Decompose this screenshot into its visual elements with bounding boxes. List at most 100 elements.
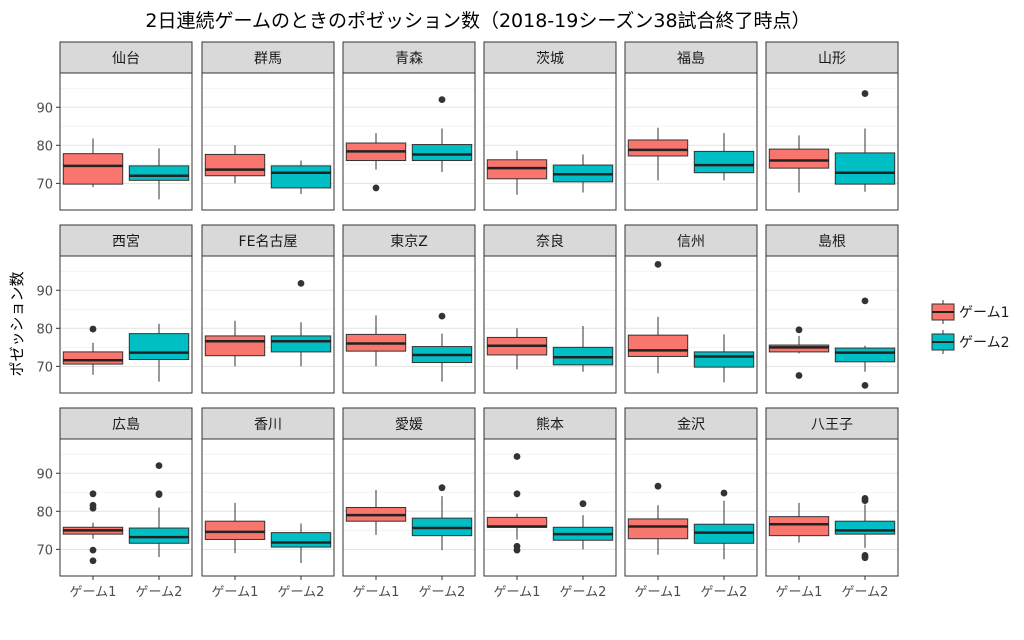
box-2 — [552, 154, 614, 193]
chart-title: 2日連続ゲームのときのポゼッション数（2018-19シーズン38試合終了時点） — [145, 10, 810, 32]
outlier-point — [861, 381, 869, 389]
x-tick-label: ゲーム1 — [635, 585, 682, 600]
y-tick-label: 80 — [36, 139, 53, 154]
facet-panel: 茨城 — [483, 41, 617, 211]
box-iqr — [270, 335, 332, 353]
panel-border — [765, 72, 899, 211]
facet-panel: 群馬 — [201, 41, 335, 211]
box-2 — [693, 334, 755, 383]
panel-border — [59, 255, 193, 394]
facet-label: 信州 — [677, 234, 705, 250]
facet-strip — [342, 224, 476, 257]
facet-label: 愛媛 — [395, 417, 423, 433]
panel-border — [59, 438, 193, 577]
x-tick-label: ゲーム2 — [419, 585, 466, 600]
box-iqr — [411, 144, 473, 162]
x-tick-label: ゲーム2 — [278, 585, 325, 600]
outlier-point — [795, 372, 803, 379]
facet-label: 八王子 — [811, 417, 853, 433]
facet-strip — [201, 407, 335, 440]
box-1 — [204, 502, 266, 554]
box-1 — [627, 260, 689, 374]
legend-label: ゲーム1 — [959, 305, 1010, 321]
box-1 — [486, 150, 548, 195]
facet-strip — [624, 407, 758, 440]
facet-strip — [342, 407, 476, 440]
facet-label: 福島 — [677, 51, 705, 67]
outlier-point — [89, 546, 97, 554]
outlier-point — [89, 504, 97, 512]
facet-strip — [201, 224, 335, 257]
x-tick-label: ゲーム1 — [494, 585, 541, 600]
legend: ゲーム1 ゲーム2 — [931, 300, 1010, 354]
facet-panel: FE名古屋 — [201, 224, 335, 394]
facet-strip — [201, 41, 335, 74]
facet-strip — [765, 224, 899, 257]
box-2 — [270, 523, 332, 564]
y-tick-label: 80 — [36, 505, 53, 520]
y-tick-label: 90 — [36, 101, 53, 116]
box-iqr — [270, 532, 332, 548]
box-iqr — [768, 516, 830, 537]
y-axis-label: ポゼッション数 — [8, 271, 26, 376]
outlier-point — [513, 490, 521, 498]
facet-panel: 仙台 70 80 90 — [36, 41, 193, 211]
box-2 — [693, 133, 755, 181]
box-1 — [486, 328, 548, 370]
box-iqr — [627, 518, 689, 540]
panel-border — [342, 438, 476, 577]
facet-label: 西宮 — [112, 234, 140, 250]
panel-border — [483, 255, 617, 394]
box-2 — [552, 326, 614, 372]
box-iqr — [270, 165, 332, 189]
facet-strip — [483, 224, 617, 257]
y-tick-label: 70 — [36, 177, 53, 192]
facet-panel: 青森 — [342, 41, 476, 211]
box-1 — [768, 502, 830, 543]
x-tick-label: ゲーム2 — [701, 585, 748, 600]
y-tick-label: 80 — [36, 322, 53, 337]
facet-strip — [59, 224, 193, 257]
outlier-point — [438, 312, 446, 320]
x-tick-label: ゲーム2 — [842, 585, 889, 600]
y-tick-label: 70 — [36, 360, 53, 375]
facet-panel: 山形 — [765, 41, 899, 211]
box-iqr — [627, 139, 689, 157]
facet-panel: 奈良 — [483, 224, 617, 394]
box-1 — [627, 127, 689, 181]
outlier-point — [795, 326, 803, 334]
box-iqr — [834, 152, 896, 185]
outlier-point — [861, 90, 869, 97]
box-iqr — [204, 153, 266, 177]
y-tick-label: 70 — [36, 543, 53, 558]
box-1 — [62, 138, 124, 188]
outlier-point — [89, 490, 97, 498]
outlier-point — [155, 462, 163, 470]
box-2 — [270, 280, 332, 367]
panel-border — [624, 72, 758, 211]
outlier-point — [89, 325, 97, 333]
panel-border — [624, 255, 758, 394]
box-2 — [270, 160, 332, 195]
facet-label: FE名古屋 — [239, 234, 298, 250]
facet-strip — [342, 41, 476, 74]
box-iqr — [834, 347, 896, 363]
facet-panel: 信州 — [624, 224, 758, 394]
panel-border — [765, 255, 899, 394]
box-2 — [834, 297, 896, 389]
facet-label: 広島 — [112, 417, 140, 433]
box-iqr — [834, 520, 896, 535]
box-1 — [345, 133, 407, 192]
facet-label: 島根 — [818, 234, 846, 250]
x-tick-label: ゲーム1 — [70, 585, 117, 600]
outlier-point — [155, 491, 163, 498]
box-1 — [486, 453, 548, 554]
box-iqr — [204, 520, 266, 540]
facet-label: 茨城 — [536, 51, 564, 67]
facet-panel: 東京Z — [342, 224, 476, 394]
